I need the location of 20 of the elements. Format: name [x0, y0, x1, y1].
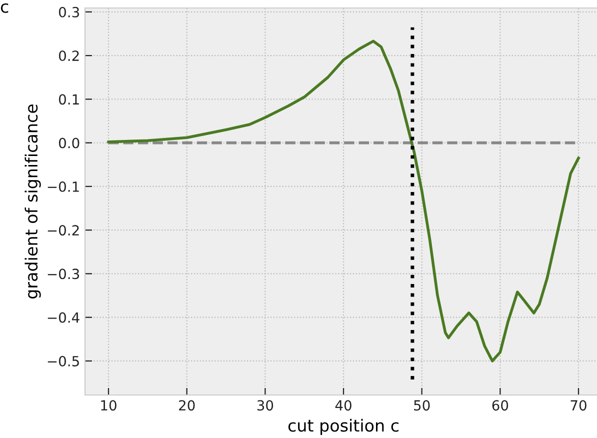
x-tick-label: 20	[179, 400, 195, 411]
x-tick-label: 60	[492, 400, 508, 411]
line-series	[107, 40, 580, 362]
x-axis-title: cut position c	[288, 418, 398, 435]
y-tick-label: −0.5	[48, 356, 79, 366]
y-tick-label: −0.3	[48, 268, 80, 280]
text: c	[0, 3, 8, 13]
y-tick-label: 0.3	[58, 6, 80, 18]
y-tick-label: 0.2	[58, 50, 79, 62]
x-tick-label: 10	[101, 400, 116, 411]
x-tick-label: 40	[335, 400, 352, 411]
y-tick-label: 0.0	[58, 138, 80, 148]
y-tick-label: −0.1	[48, 181, 79, 192]
y-tick-label: −0.4	[48, 312, 80, 323]
y-axis-title: gradient of significance	[24, 104, 41, 298]
x-tick-label: 70	[570, 400, 586, 411]
y-tick-label: 0.1	[58, 94, 79, 105]
x-tick-label: 30	[257, 400, 274, 411]
x-tick-label: 50	[414, 400, 430, 411]
y-tick-label: −0.2	[48, 225, 79, 236]
